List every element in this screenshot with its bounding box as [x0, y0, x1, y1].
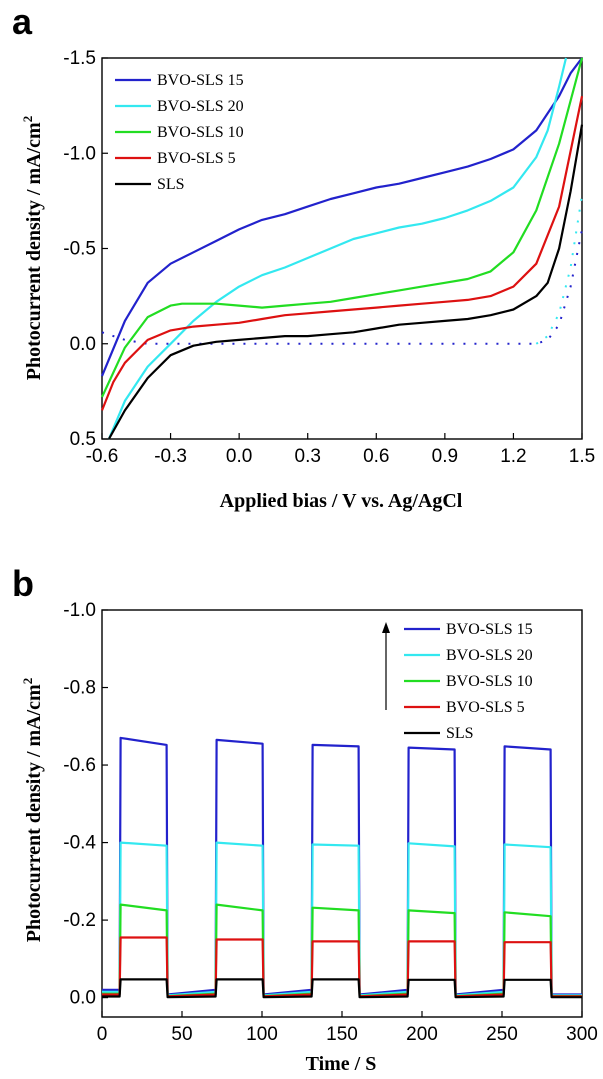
panel-a-legend-label-bvo-sls-20: BVO-SLS 20 — [157, 98, 244, 115]
panel-a-y-axis-label-main: Photocurrent density / mA/cm — [23, 122, 45, 380]
panel-a-x-tick-label: -0.3 — [154, 446, 187, 467]
panel-a-legend-label-bvo-sls-10: BVO-SLS 10 — [157, 124, 244, 141]
panel-a-legend-label-sls: SLS — [157, 176, 185, 193]
panel-b-legend-label-sls: SLS — [446, 725, 474, 742]
panel-a-label: a — [12, 1, 33, 42]
panel-b-y-tick-label: -0.4 — [63, 833, 96, 854]
panel-a-series-line-bvo-sls-10 — [101, 57, 584, 398]
panel-b-y-tick-label: -0.2 — [63, 910, 96, 931]
panel-b-series-line-bvo-sls-20 — [102, 841, 582, 997]
panel-a-legend-label-bvo-sls-15: BVO-SLS 15 — [157, 72, 244, 89]
panel-b-plot-frame — [101, 609, 583, 1018]
panel-b-x-tick-label: 300 — [566, 1024, 598, 1045]
panel-b-x-tick-label: 150 — [326, 1024, 358, 1045]
panel-b-plot: 0 50 100 150 200 250 300 -1.0 -0.8 -0.6 -0.4 -0.2 0.… — [63, 600, 598, 1045]
panel-a-legend-label-bvo-sls-5: BVO-SLS 5 — [157, 150, 236, 167]
panel-b-y-tick-label: -0.8 — [63, 678, 96, 699]
panel-b-y-axis-label-main: Photocurrent density / mA/cm — [23, 684, 45, 942]
panel-a-series-line-sls — [107, 124, 584, 440]
panel-b-x-tick-label: 0 — [97, 1024, 108, 1045]
panel-b-x-tick-label: 50 — [171, 1024, 192, 1045]
panel-b-y-tick-label: 0.0 — [70, 988, 96, 1009]
panel-a-y-tick-label: 0.0 — [70, 334, 96, 355]
panel-b-series-line-sls — [102, 978, 582, 999]
panel-a-dark-scan-line — [535, 195, 583, 345]
panel-a-y-tick-label: -1.0 — [63, 143, 96, 164]
panel-b-x-tick-label: 250 — [486, 1024, 518, 1045]
panel-a-x-tick-label: 1.2 — [500, 446, 526, 467]
panel-a-x-tick-label: 0.3 — [295, 446, 321, 467]
panel-b-arrow-head — [382, 622, 390, 633]
panel-a-x-tick-label: 1.5 — [569, 446, 595, 467]
panel-b-series-line-bvo-sls-5 — [102, 936, 582, 998]
panel-b-series-line-bvo-sls-10 — [102, 903, 582, 998]
panel-b-legend-label-bvo-sls-10: BVO-SLS 10 — [446, 673, 533, 690]
panel-b-y-tick-label: -0.6 — [63, 755, 96, 776]
panel-a-plot-frame — [101, 57, 583, 440]
panel-a-dark-scan-line — [101, 229, 583, 345]
panel-a-x-tick-label: 0.0 — [226, 446, 252, 467]
panel-b: b 0 50 100 150 200 250 300 -1.0 -0.8 -0.6 -0.4 -0.2… — [12, 563, 598, 1075]
panel-a-y-tick-label: 0.5 — [70, 429, 96, 450]
panel-a: a -0.6 -0.3 0.0 0.3 0.6 0.9 1.2 1.5 -1.5 -1.0 -0.5… — [12, 1, 595, 512]
panel-a-plot: -0.6 -0.3 0.0 0.3 0.6 0.9 1.2 1.5 -1.5 -1.0 -0.5 0.… — [63, 48, 595, 467]
panel-b-label: b — [12, 563, 34, 604]
panel-b-x-tick-label: 100 — [246, 1024, 278, 1045]
panel-b-legend-label-bvo-sls-5: BVO-SLS 5 — [446, 699, 525, 716]
panel-a-x-tick-label: -0.6 — [86, 446, 119, 467]
panel-b-legend-label-bvo-sls-15: BVO-SLS 15 — [446, 621, 533, 638]
panel-a-y-axis-label: Photocurrent density / mA/cm2 — [20, 116, 45, 380]
panel-a-x-tick-label: 0.6 — [363, 446, 389, 467]
panel-a-series-line-bvo-sls-15 — [100, 57, 583, 377]
panel-a-x-tick-label: 0.9 — [432, 446, 458, 467]
panel-b-legend-label-bvo-sls-20: BVO-SLS 20 — [446, 647, 533, 664]
panel-a-y-axis-label-superscript: 2 — [20, 116, 35, 123]
panel-a-y-tick-label: -0.5 — [63, 239, 96, 260]
panel-b-series-line-bvo-sls-15 — [102, 736, 582, 996]
panel-a-x-axis-label: Applied bias / V vs. Ag/AgCl — [220, 490, 463, 512]
panel-b-y-axis-label: Photocurrent density / mA/cm2 — [20, 678, 45, 942]
panel-b-x-tick-label: 200 — [406, 1024, 438, 1045]
panel-a-series-line-bvo-sls-5 — [100, 95, 584, 411]
panel-a-y-tick-label: -1.5 — [63, 48, 96, 69]
panel-b-y-axis-label-superscript: 2 — [20, 678, 35, 685]
panel-a-series-line-bvo-sls-20 — [107, 57, 568, 440]
panel-b-x-axis-label: Time / S — [306, 1053, 377, 1075]
panel-b-y-tick-label: -1.0 — [63, 600, 96, 621]
